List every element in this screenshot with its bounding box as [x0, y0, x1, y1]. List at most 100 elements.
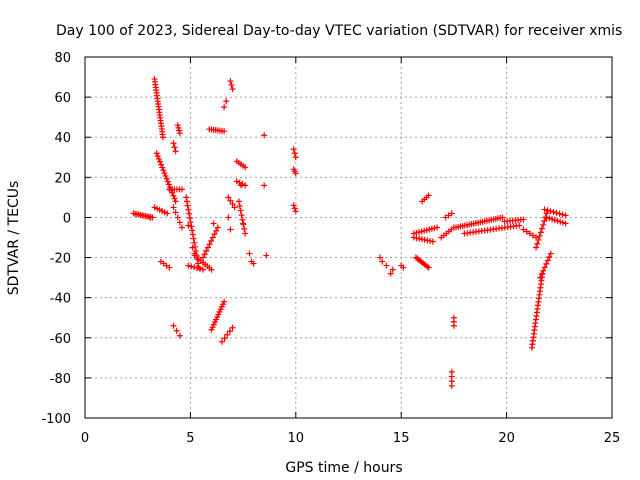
- data-point: [223, 98, 230, 105]
- data-point: [239, 216, 246, 223]
- y-tick-label: -100: [41, 412, 71, 427]
- data-point: [537, 274, 544, 281]
- data-point: [229, 324, 236, 331]
- data-point: [187, 219, 194, 226]
- data-point: [189, 231, 196, 238]
- y-tick-label: -20: [50, 252, 71, 267]
- data-point: [225, 194, 232, 201]
- data-point: [540, 267, 547, 274]
- x-tick-label: 25: [604, 431, 621, 446]
- data-point: [183, 198, 190, 205]
- data-point: [224, 331, 231, 338]
- data-point: [233, 178, 240, 185]
- data-point: [221, 128, 228, 135]
- data-point: [164, 210, 171, 217]
- data-point: [541, 218, 548, 225]
- data-point: [291, 150, 298, 157]
- data-point: [172, 209, 179, 216]
- data-point: [190, 235, 197, 242]
- data-point: [241, 225, 248, 232]
- data-point: [547, 208, 554, 215]
- data-point: [188, 223, 195, 230]
- data-point: [240, 220, 247, 227]
- data-point: [162, 172, 169, 179]
- data-point: [546, 215, 553, 222]
- data-point: [559, 219, 566, 226]
- y-tick-label: -60: [50, 332, 71, 347]
- data-point: [184, 202, 191, 209]
- data-point: [203, 247, 210, 254]
- data-point: [176, 127, 183, 134]
- data-point: [197, 265, 204, 272]
- data-point: [211, 231, 218, 238]
- data-point: [526, 230, 533, 237]
- data-point: [229, 201, 236, 208]
- data-point: [292, 170, 299, 177]
- y-tick-label: 40: [54, 131, 71, 146]
- data-point: [541, 264, 548, 271]
- data-point: [379, 258, 386, 265]
- data-point: [442, 214, 449, 221]
- y-tick-label: 80: [54, 51, 71, 66]
- data-point: [551, 217, 558, 224]
- data-point: [157, 158, 164, 165]
- point-layer: [130, 76, 569, 389]
- y-tick-label: -80: [50, 372, 71, 387]
- data-point: [543, 260, 550, 267]
- data-point: [235, 198, 242, 205]
- data-point: [186, 215, 193, 222]
- data-point: [206, 241, 213, 248]
- data-point: [529, 232, 536, 239]
- data-point: [520, 226, 527, 233]
- data-point: [214, 224, 221, 231]
- data-point: [159, 164, 166, 171]
- data-point: [263, 252, 270, 259]
- data-point: [229, 86, 236, 93]
- data-point: [238, 212, 245, 219]
- data-point: [553, 209, 560, 216]
- x-tick-label: 0: [81, 431, 89, 446]
- data-point: [541, 206, 548, 213]
- data-point: [164, 178, 171, 185]
- plot-frame: [84, 56, 613, 419]
- data-point: [556, 210, 563, 217]
- data-point: [158, 161, 165, 168]
- data-point: [170, 192, 177, 199]
- data-point: [172, 198, 179, 205]
- data-point: [383, 262, 390, 269]
- data-point: [209, 234, 216, 241]
- data-point: [516, 222, 523, 229]
- data-point: [219, 338, 226, 345]
- data-point: [557, 218, 564, 225]
- data-point: [189, 244, 196, 251]
- data-point: [536, 233, 543, 240]
- data-point: [200, 266, 207, 273]
- data-point: [544, 257, 551, 264]
- data-point: [186, 210, 193, 217]
- data-point: [163, 175, 170, 182]
- data-point: [178, 186, 185, 193]
- data-point: [166, 264, 173, 271]
- data-point: [554, 217, 561, 224]
- data-point: [387, 270, 394, 277]
- data-point: [549, 216, 556, 223]
- chart-title: Day 100 of 2023, Sidereal Day-to-day VTE…: [56, 23, 622, 39]
- data-point: [227, 226, 234, 233]
- data-point: [377, 254, 384, 261]
- data-point: [221, 104, 228, 111]
- data-point: [537, 229, 544, 236]
- data-point: [540, 221, 547, 228]
- data-point: [176, 219, 183, 226]
- data-point: [176, 130, 183, 137]
- data-point: [201, 251, 208, 258]
- data-point: [538, 271, 545, 278]
- data-point: [185, 206, 192, 213]
- y-tick-label: 20: [54, 171, 71, 186]
- data-point: [450, 322, 457, 329]
- data-point: [210, 220, 217, 227]
- data-point: [520, 216, 527, 223]
- data-point: [562, 220, 569, 227]
- data-point: [208, 237, 215, 244]
- data-point: [261, 182, 268, 189]
